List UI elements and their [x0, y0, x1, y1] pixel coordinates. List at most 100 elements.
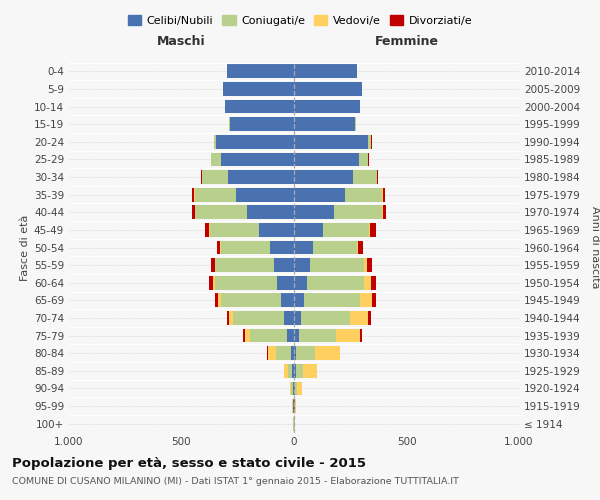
Bar [244, 328, 245, 342]
Bar [229, 118, 230, 131]
Bar [294, 382, 295, 396]
Bar [294, 294, 304, 307]
Bar [247, 206, 294, 219]
Bar [274, 258, 294, 272]
Bar [293, 382, 294, 396]
Bar [221, 294, 281, 307]
Bar [294, 346, 296, 360]
Bar [226, 100, 294, 114]
Bar [334, 206, 382, 219]
Bar [360, 328, 361, 342]
Text: Popolazione per età, sesso e stato civile - 2015: Popolazione per età, sesso e stato civil… [12, 458, 366, 470]
Bar [371, 276, 376, 289]
Bar [227, 170, 294, 184]
Bar [221, 152, 294, 166]
Bar [245, 328, 250, 342]
Bar [293, 399, 294, 413]
Bar [364, 276, 371, 289]
Bar [294, 188, 346, 202]
Text: COMUNE DI CUSANO MILANINO (MI) - Dati ISTAT 1° gennaio 2015 - Elaborazione TUTTI: COMUNE DI CUSANO MILANINO (MI) - Dati IS… [12, 478, 459, 486]
Bar [294, 276, 307, 289]
Bar [307, 276, 364, 289]
Y-axis label: Fasce di età: Fasce di età [20, 214, 30, 280]
Bar [235, 188, 294, 202]
Bar [323, 223, 370, 237]
Bar [213, 276, 215, 289]
Bar [377, 170, 378, 184]
Bar [259, 223, 294, 237]
Bar [383, 206, 386, 219]
Bar [296, 364, 302, 378]
Bar [202, 170, 227, 184]
Bar [294, 328, 299, 342]
Bar [295, 382, 297, 396]
Bar [290, 382, 291, 396]
Bar [221, 240, 271, 254]
Bar [275, 346, 292, 360]
Bar [335, 328, 360, 342]
Bar [218, 294, 221, 307]
Bar [346, 188, 382, 202]
Bar [217, 240, 220, 254]
Bar [294, 152, 359, 166]
Bar [294, 82, 362, 96]
Bar [313, 240, 357, 254]
Bar [284, 364, 288, 378]
Bar [294, 118, 355, 131]
Bar [368, 152, 369, 166]
Bar [294, 100, 360, 114]
Bar [211, 152, 221, 166]
Bar [281, 294, 294, 307]
Bar [357, 240, 358, 254]
Bar [368, 135, 371, 148]
Text: Femmine: Femmine [374, 34, 439, 48]
Bar [371, 294, 376, 307]
Bar [370, 223, 376, 237]
Bar [227, 64, 294, 78]
Bar [205, 223, 209, 237]
Bar [364, 258, 367, 272]
Bar [359, 152, 368, 166]
Bar [295, 399, 296, 413]
Text: Maschi: Maschi [157, 34, 206, 48]
Bar [296, 346, 316, 360]
Bar [223, 82, 294, 96]
Bar [294, 258, 310, 272]
Bar [353, 170, 377, 184]
Bar [215, 294, 218, 307]
Bar [284, 311, 294, 325]
Y-axis label: Anni di nascita: Anni di nascita [590, 206, 600, 289]
Bar [192, 206, 195, 219]
Bar [310, 258, 364, 272]
Bar [294, 135, 368, 148]
Bar [268, 346, 275, 360]
Bar [355, 118, 356, 131]
Bar [383, 188, 385, 202]
Bar [294, 240, 313, 254]
Bar [209, 223, 259, 237]
Bar [271, 240, 294, 254]
Bar [233, 311, 284, 325]
Bar [360, 294, 371, 307]
Bar [201, 170, 202, 184]
Bar [299, 328, 335, 342]
Bar [217, 135, 294, 148]
Bar [195, 206, 247, 219]
Bar [194, 188, 235, 202]
Bar [215, 258, 274, 272]
Bar [291, 382, 293, 396]
Bar [192, 188, 194, 202]
Bar [302, 364, 317, 378]
Bar [367, 258, 371, 272]
Bar [229, 311, 233, 325]
Bar [211, 258, 215, 272]
Bar [209, 276, 213, 289]
Bar [294, 206, 334, 219]
Bar [304, 294, 360, 307]
Bar [294, 170, 353, 184]
Bar [292, 346, 294, 360]
Bar [297, 382, 302, 396]
Bar [227, 311, 229, 325]
Bar [277, 276, 294, 289]
Bar [294, 64, 358, 78]
